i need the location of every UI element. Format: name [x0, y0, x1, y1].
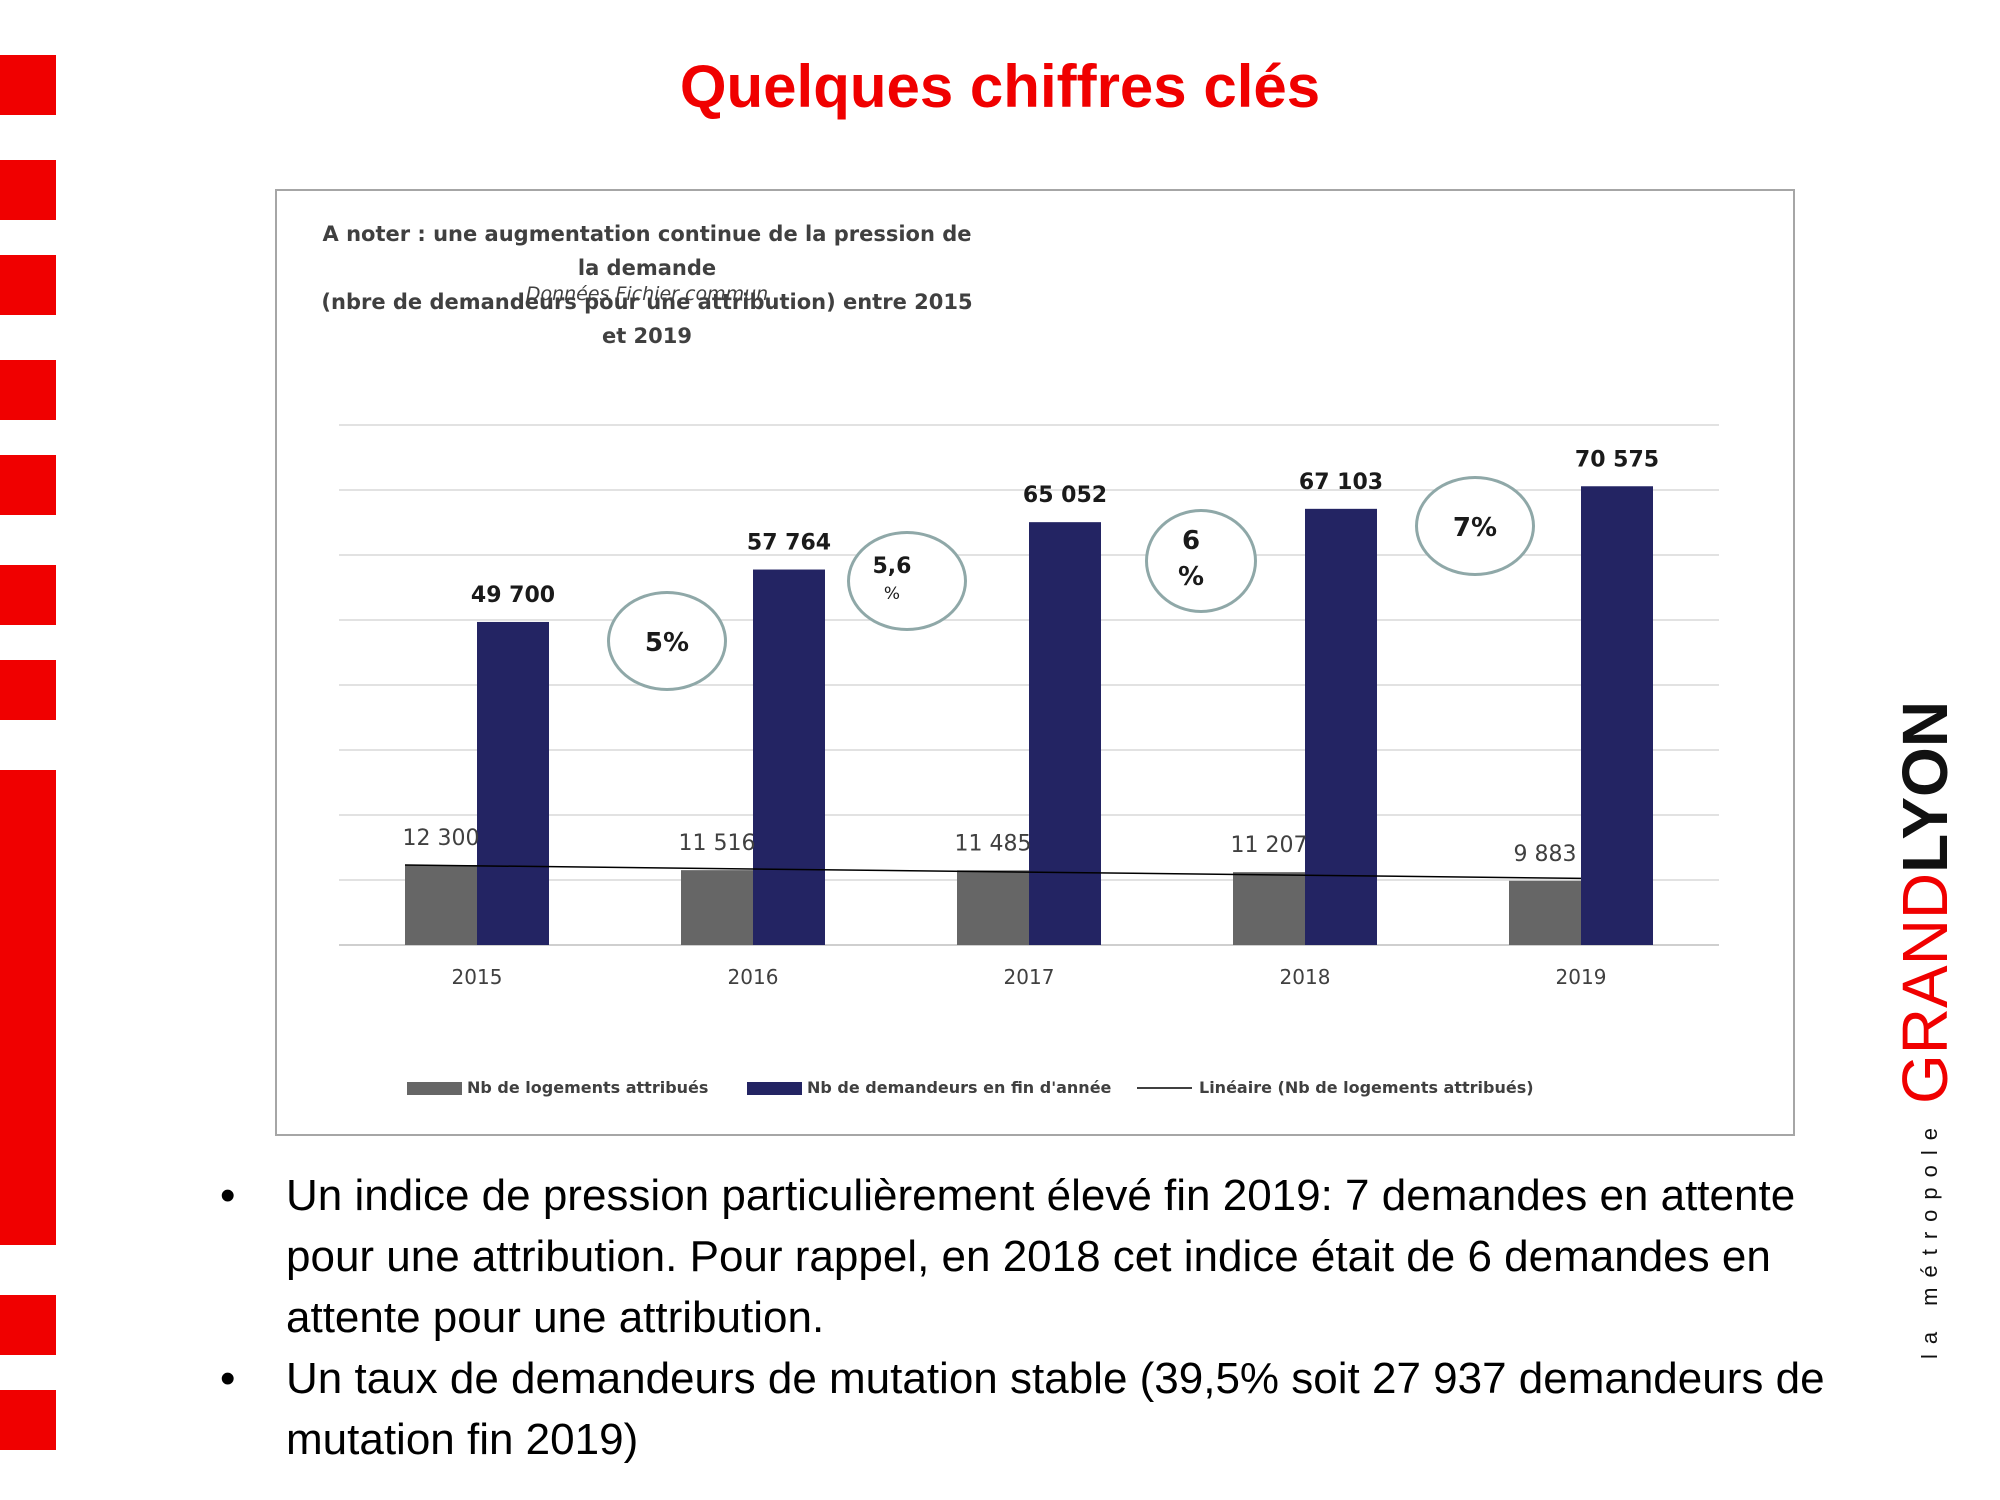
bullet-text: Un taux de demandeurs de mutation stable…	[286, 1354, 1825, 1464]
red-bar-segment	[0, 770, 56, 1245]
x-tick-label: 2015	[452, 965, 503, 989]
bar-demandeurs	[477, 621, 549, 945]
data-label-logements: 12 300	[403, 826, 480, 851]
bar-logements-attribues	[1233, 872, 1305, 945]
legend-label-demandeurs: Nb de demandeurs en fin d'année	[807, 1078, 1112, 1097]
annotation-text: 6	[1181, 526, 1201, 556]
logo-grand: GRAND	[1889, 872, 1961, 1104]
annotation-text: 5,6	[872, 554, 912, 579]
bar-demandeurs	[1305, 508, 1377, 945]
bullet-item: • Un indice de pression particulièrement …	[210, 1165, 1850, 1348]
red-bar-segment	[0, 565, 56, 625]
logo-lyon: LYON	[1889, 700, 1961, 873]
chart-frame: A noter : une augmentation continue de l…	[275, 189, 1795, 1136]
annotation-text: 5%	[644, 628, 690, 658]
annotation-text: %	[1177, 562, 1205, 592]
bar-demandeurs	[1029, 522, 1101, 945]
red-bar-segment	[0, 160, 56, 220]
logo-tagline: la métropole	[1917, 1117, 1942, 1360]
bullet-item: • Un taux de demandeurs de mutation stabl…	[210, 1348, 1850, 1470]
bar-logements-attribues	[957, 870, 1029, 945]
bar-logements-attribues	[405, 865, 477, 945]
data-label-logements: 11 485	[955, 831, 1032, 856]
x-tick-label: 2019	[1556, 965, 1607, 989]
red-bar-segment	[0, 455, 56, 515]
bar-demandeurs	[753, 569, 825, 945]
data-label-demandeurs: 67 103	[1299, 470, 1383, 495]
legend-label-logements: Nb de logements attribués	[467, 1078, 708, 1097]
bullet-text: Un indice de pression particulièrement é…	[286, 1171, 1796, 1342]
red-bar-segment	[0, 55, 56, 115]
legend-swatch-demandeurs	[747, 1082, 802, 1095]
x-tick-label: 2016	[728, 965, 779, 989]
bar-demandeurs	[1581, 486, 1653, 945]
data-label-logements: 11 516	[679, 831, 756, 856]
bar-logements-attribues	[1509, 880, 1581, 945]
data-label-demandeurs: 70 575	[1575, 447, 1659, 472]
annotation-ellipse: 6%	[1145, 509, 1257, 613]
annotation-ellipse: 5,6%	[847, 531, 967, 631]
red-bar-segment	[0, 255, 56, 315]
x-tick-label: 2018	[1280, 965, 1331, 989]
data-label-demandeurs: 49 700	[471, 583, 555, 608]
annotation-text: %	[883, 584, 901, 604]
bullet-symbol: •	[220, 1354, 236, 1403]
red-bar-segment	[0, 1295, 56, 1355]
chart-title-line-2: (nbre de demandeurs pour une attribution…	[321, 290, 973, 348]
bar-logements-attribues	[681, 870, 753, 945]
legend-label-trendline: Linéaire (Nb de logements attribués)	[1199, 1078, 1534, 1097]
grand-lyon-logo: la métropole GRANDLYON	[1860, 701, 1990, 1359]
slide-title: Quelques chiffres clés	[679, 53, 1321, 120]
annotation-text: 7%	[1452, 513, 1498, 543]
data-label-logements: 11 207	[1231, 833, 1308, 858]
data-label-logements: 9 883	[1514, 842, 1577, 867]
x-tick-label: 2017	[1004, 965, 1055, 989]
annotation-ellipse: 7%	[1415, 476, 1535, 576]
bullet-symbol: •	[220, 1171, 236, 1220]
red-bar-segment	[0, 660, 56, 720]
red-bar-segment	[0, 1390, 56, 1450]
logo-wordmark: la métropole GRANDLYON	[1888, 701, 1962, 1359]
chart-title: A noter : une augmentation continue de l…	[317, 217, 977, 353]
annotation-ellipse: 5%	[607, 591, 727, 691]
red-bar-segment	[0, 360, 56, 420]
data-label-demandeurs: 65 052	[1023, 483, 1107, 508]
chart-subtitle: Données Fichier commun	[525, 283, 769, 305]
trendline	[404, 864, 1582, 880]
legend-swatch-logements	[407, 1082, 462, 1095]
data-label-demandeurs: 57 764	[747, 531, 831, 556]
bullet-list: • Un indice de pression particulièrement …	[210, 1165, 1850, 1470]
chart-title-line-1: A noter : une augmentation continue de l…	[322, 222, 972, 280]
left-decorative-bars	[0, 0, 60, 1500]
